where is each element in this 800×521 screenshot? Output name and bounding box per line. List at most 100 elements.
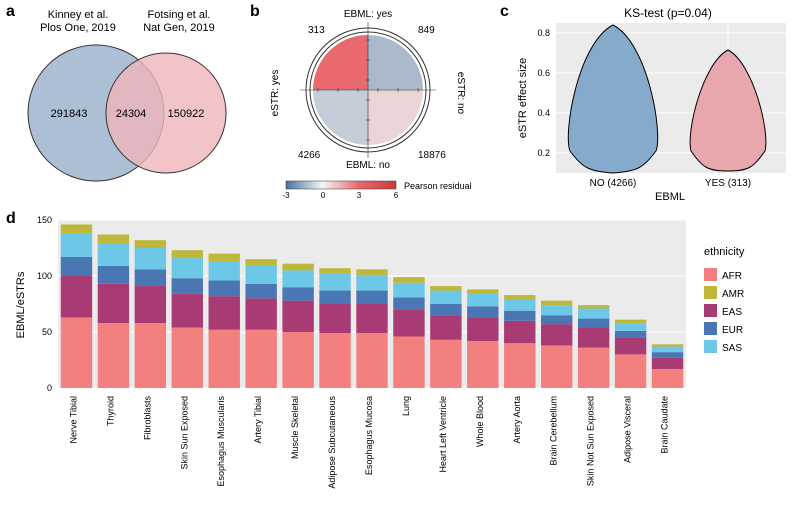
bar-AMR [319,268,350,274]
quadrant-bl [313,90,368,145]
bar-EUR [578,319,609,328]
c-x1: YES (313) [705,178,751,189]
bar-EUR [467,306,498,317]
bar-EAS [652,358,683,369]
bar-AMR [615,320,646,323]
bar-SAS [393,283,424,298]
bar-AFR [541,345,572,388]
legend-swatch [704,340,717,353]
bar-EAS [467,317,498,341]
venn-diagram: Kinney et al. Plos One, 2019 Fotsing et … [16,3,241,198]
bar-EAS [578,328,609,348]
bar-AFR [209,330,240,388]
bar-AFR [504,343,535,388]
bar-SAS [135,248,166,269]
bar-EUR [61,257,92,276]
bar-SAS [467,294,498,306]
bar-AFR [282,332,313,388]
bar-SAS [209,261,240,280]
bar-SAS [504,300,535,311]
bar-SAS [172,258,203,278]
d-xtick: Skin Sun Exposed [179,396,189,470]
bar-AFR [245,330,276,388]
bar-SAS [282,270,313,287]
stacked-bar-chart: 050100150 Nerve TibialThyroidFibroblasts… [6,210,796,520]
bar-AFR [467,341,498,388]
c-ylabel: eSTR effect size [517,58,529,139]
bar-EUR [282,287,313,300]
bar-EAS [430,315,461,340]
pie-quadrant: EBML: yes EBML: no eSTR: yes eSTR: no 31… [258,3,488,203]
bar-AMR [504,295,535,299]
c-yt0: 0.2 [537,148,550,158]
bar-EAS [319,304,350,333]
bar-SAS [430,291,461,304]
bar-EAS [135,286,166,323]
bar-EUR [319,291,350,304]
bar-AMR [393,277,424,283]
cb-t2: 3 [357,191,362,200]
legend-swatch [704,322,717,335]
bar-EUR [209,280,240,296]
bar-SAS [615,323,646,331]
bar-SAS [61,233,92,257]
c-x0: NO (4266) [590,178,637,189]
bar-SAS [578,308,609,318]
bar-AFR [319,333,350,388]
c-yt3: 0.8 [537,28,550,38]
bar-AFR [61,317,92,388]
bar-AMR [245,259,276,266]
bar-AMR [467,289,498,293]
d-xtick: Lung [401,396,411,416]
bar-AMR [135,240,166,248]
bar-EAS [282,301,313,332]
bar-SAS [98,244,129,266]
bar-AMR [578,305,609,308]
bar-EAS [209,296,240,330]
bar-EUR [541,315,572,324]
d-ytick: 100 [37,271,52,281]
quadrant-tl [313,35,368,90]
q-br-val: 18876 [418,150,446,161]
c-xlabel: EBML [655,191,685,203]
venn-overlap-value: 24304 [116,108,147,120]
legend-label: AMR [722,289,744,300]
d-xtick: Muscle Skeletal [290,396,300,459]
venn-left-title2: Plos One, 2019 [40,22,116,34]
bar-EAS [504,321,535,343]
bar-SAS [541,305,572,315]
cb-t0: -3 [282,191,290,200]
b-right-label: eSTR: no [455,72,466,115]
q-tl-val: 313 [308,25,325,36]
d-ytick: 0 [47,383,52,393]
bar-EUR [504,311,535,321]
bar-SAS [652,347,683,353]
bar-EUR [245,284,276,299]
venn-right-value: 150922 [168,108,205,120]
d-xtick: Esophagus Muscularis [216,396,226,487]
bar-EUR [652,352,683,358]
bar-EUR [172,278,203,294]
bar-EUR [98,266,129,284]
bar-EAS [61,276,92,317]
d-xtick: Adipose Subcutaneous [327,396,337,489]
q-tr-val: 849 [418,25,435,36]
bar-EAS [172,294,203,328]
c-title: KS-test (p=0.04) [624,6,712,20]
legend-label: EUR [722,325,743,336]
bar-EAS [356,304,387,333]
bar-AFR [393,336,424,388]
bar-EUR [356,291,387,304]
bar-AFR [356,333,387,388]
d-xtick: Adipose Visceral [623,396,633,463]
legend-label: EAS [722,307,742,318]
d-legend-title: ethnicity [704,246,745,258]
legend-label: SAS [722,343,742,354]
panel-a-label: a [6,3,15,21]
violin-plot: KS-test (p=0.04) 0.2 0.4 0.6 0.8 eSTR ef… [508,3,798,203]
bar-AMR [172,250,203,258]
d-ytick: 50 [42,327,52,337]
d-xtick: Fibroblasts [142,396,152,441]
bar-EAS [615,338,646,355]
quadrant-tr [368,35,423,90]
